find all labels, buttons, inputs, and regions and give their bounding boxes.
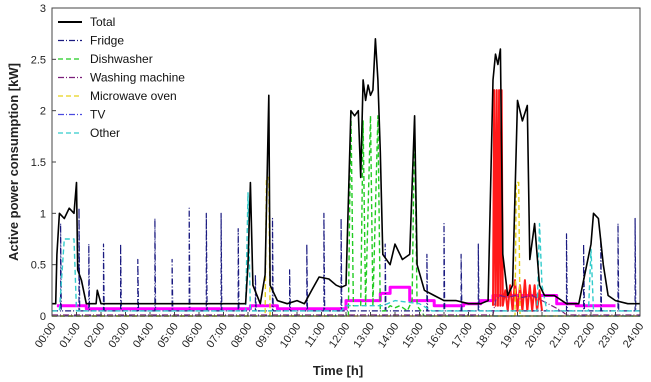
x-tick-label: 02:00 <box>82 321 108 350</box>
legend-entry: Washing machine <box>90 71 185 85</box>
x-tick-label: 18:00 <box>474 321 500 350</box>
legend-entry: Microwave oven <box>90 89 177 103</box>
x-tick-label: 13:00 <box>351 321 377 350</box>
y-tick-label: 3 <box>40 3 46 15</box>
x-tick-label: 04:00 <box>131 321 157 350</box>
x-tick-label: 01:00 <box>57 321 83 350</box>
y-tick-label: 0 <box>40 311 46 323</box>
plot-area <box>51 7 641 317</box>
y-tick-label: 1 <box>40 208 46 220</box>
x-tick-label: 19:00 <box>498 321 524 350</box>
x-tick-label: 10:00 <box>278 321 304 350</box>
legend-entry: Dishwasher <box>90 52 153 66</box>
x-tick-label: 22:00 <box>572 321 598 350</box>
x-tick-label: 14:00 <box>376 321 402 350</box>
y-tick-label: 1.5 <box>31 157 46 169</box>
x-tick-label: 07:00 <box>204 321 230 350</box>
legend: Total Fridge Dishwasher Washing machine Micr… <box>58 15 185 140</box>
x-tick-label: 12:00 <box>327 321 353 350</box>
x-tick-label: 09:00 <box>253 321 279 350</box>
x-tick-label: 08:00 <box>229 321 255 350</box>
y-tick-label: 2.5 <box>31 54 46 66</box>
x-tick-label: 11:00 <box>303 321 328 350</box>
x-tick-label: 06:00 <box>180 321 206 350</box>
x-tick-label: 23:00 <box>596 321 622 350</box>
x-tick-label: 15:00 <box>400 321 426 350</box>
series-line-total-0 <box>52 38 640 305</box>
x-axis: 00:0001:0002:0003:0004:0005:0006:0007:00… <box>33 312 647 350</box>
series-line-dishwasher-2 <box>52 110 640 317</box>
x-tick-label: 16:00 <box>425 321 451 350</box>
x-tick-label: 17:00 <box>449 321 475 350</box>
legend-entry: TV <box>90 108 105 122</box>
y-tick-label: 0.5 <box>31 260 46 272</box>
component-line-0 <box>56 285 616 311</box>
x-tick-label: 05:00 <box>155 321 181 350</box>
x-tick-label: 24:00 <box>621 321 647 350</box>
legend-entry: Total <box>90 15 115 29</box>
series-line-other-6 <box>52 192 640 312</box>
x-tick-label: 00:00 <box>33 321 59 350</box>
x-axis-label: Time [h] <box>313 363 363 378</box>
x-tick-label: 03:00 <box>106 321 132 350</box>
x-tick-label: 21:00 <box>547 321 573 350</box>
x-tick-label: 20:00 <box>523 321 549 350</box>
legend-entry: Other <box>90 126 120 140</box>
legend-entry: Fridge <box>90 34 124 48</box>
y-axis-label: Active power consumption [kW] <box>6 63 21 261</box>
y-tick-label: 2 <box>40 106 46 118</box>
y-axis: 0 0.5 1 1.5 2 2.5 3 <box>31 3 56 323</box>
series-line-fridge-1 <box>52 207 640 312</box>
